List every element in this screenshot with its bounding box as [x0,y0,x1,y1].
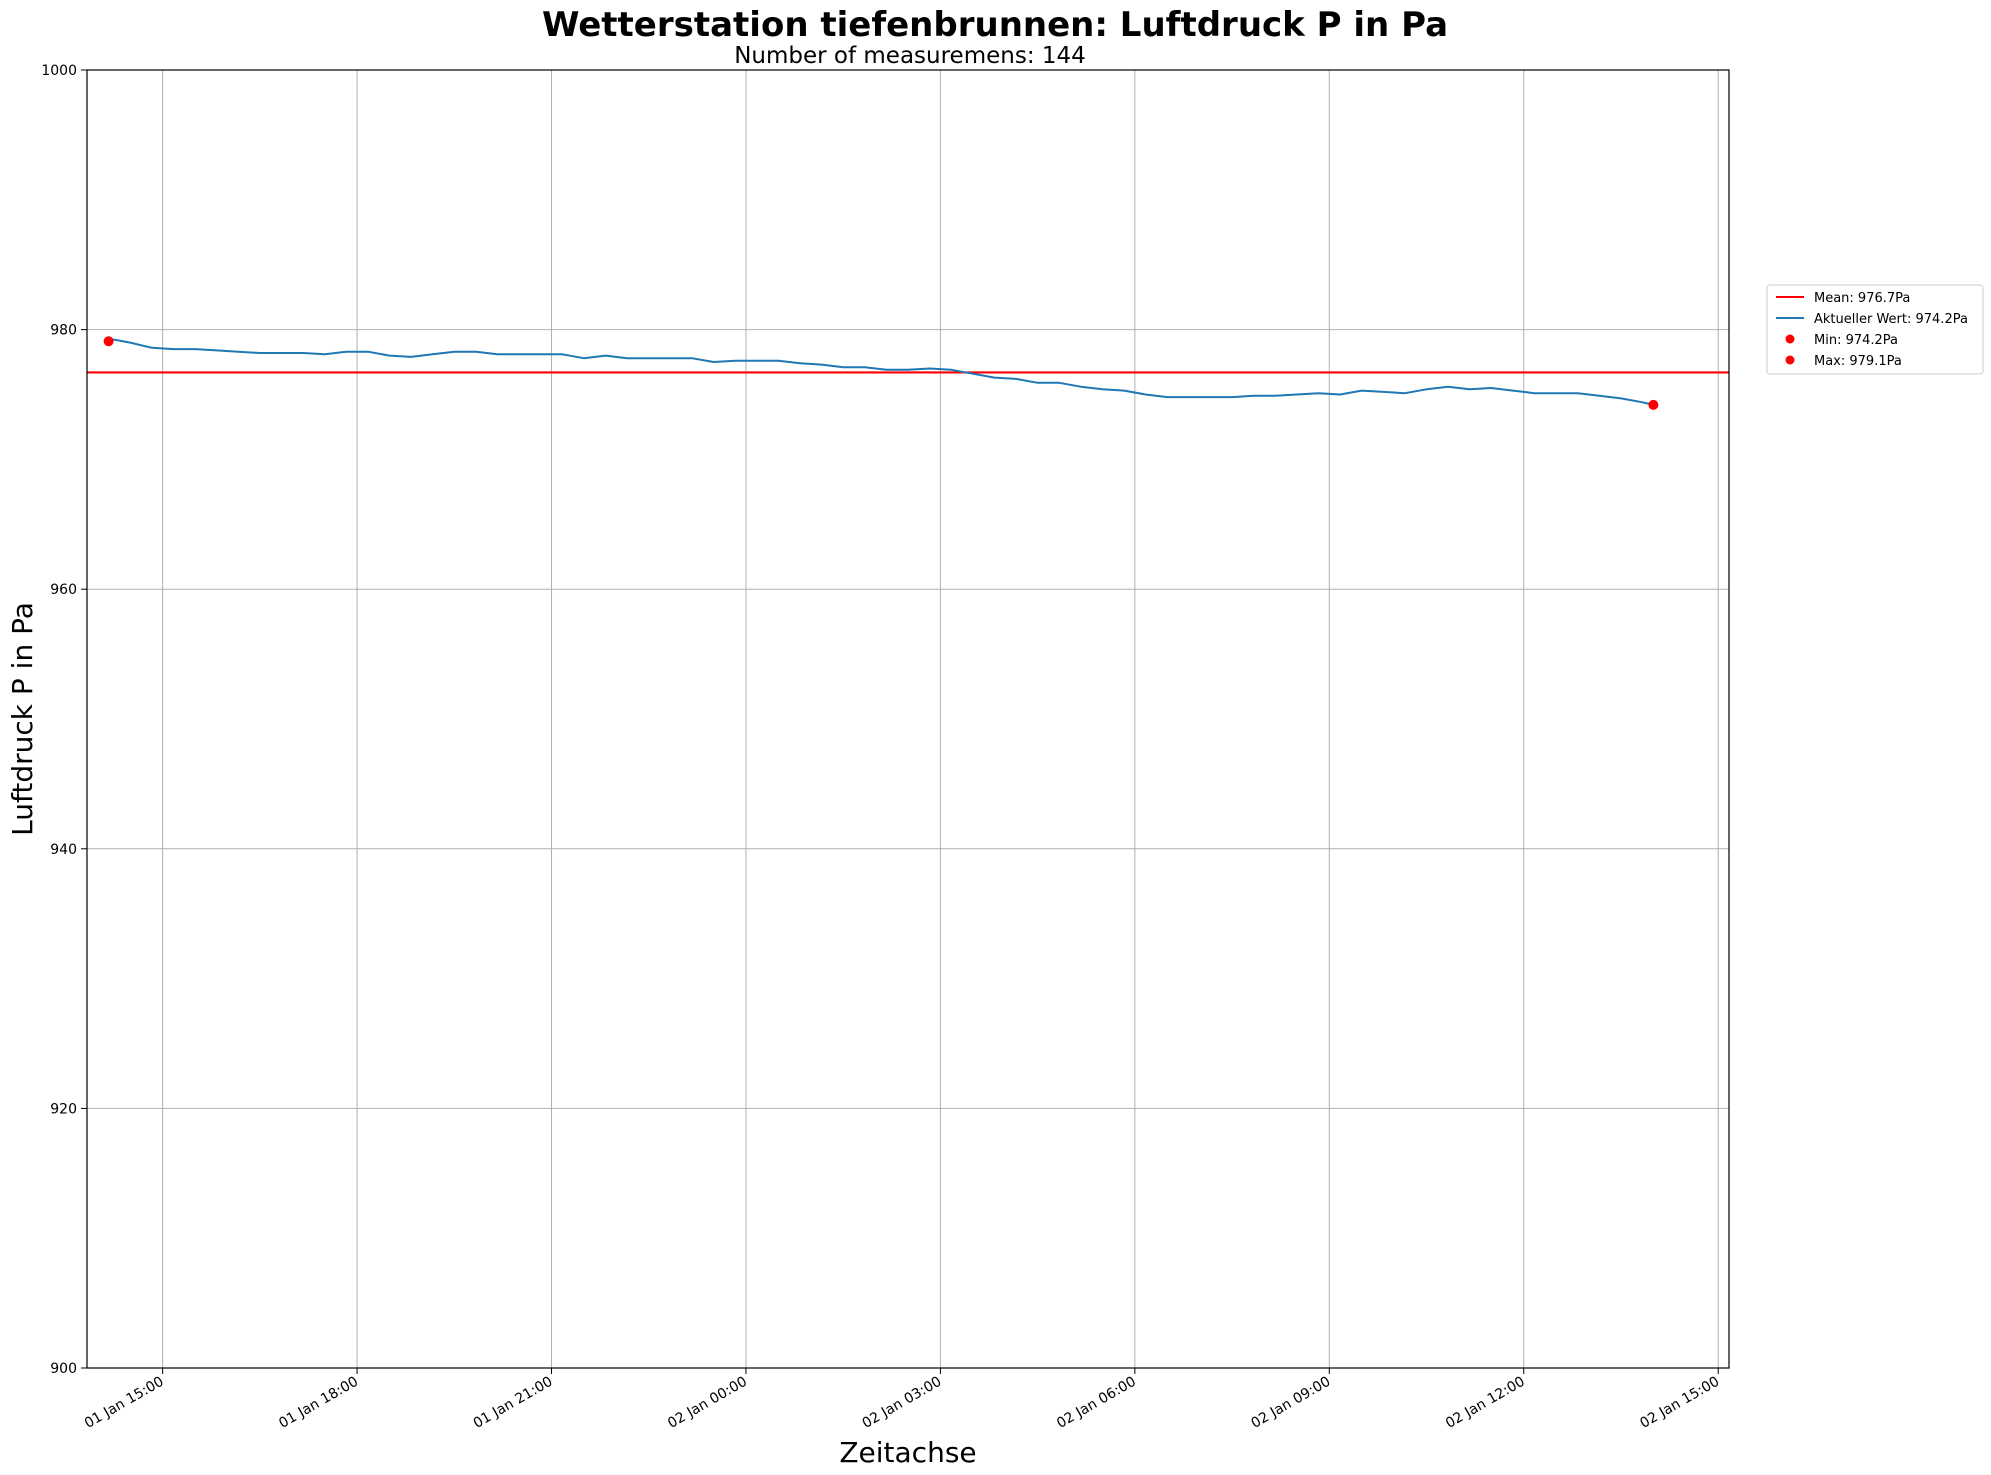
y-tick-label: 960 [50,582,77,598]
y-tick-label: 920 [50,1101,77,1117]
min-point [1648,399,1659,410]
legend-label: Min: 974.2Pa [1814,333,1898,348]
legend-label: Mean: 976.7Pa [1814,291,1910,306]
y-tick-label: 940 [50,842,77,858]
plot-area [87,336,1729,410]
series-line-current-value [108,337,1654,406]
legend-label: Aktueller Wert: 974.2Pa [1814,312,1968,327]
legend-dot-swatch [1785,355,1795,365]
legend: Mean: 976.7Pa Aktueller Wert: 974.2Pa Min:… [1766,284,1984,375]
y-tick-label: 900 [50,1361,77,1377]
plot-frame [86,69,1730,1369]
max-point [103,336,114,347]
legend-box [1766,284,1984,375]
y-tick-label: 1000 [41,63,77,79]
y-axis-label: Luftdruck P in Pa [6,602,39,836]
x-axis-label: Zeitachse [839,1436,976,1469]
chart-title: Wetterstation tiefenbrunnen: Luftdruck P… [542,5,1448,45]
y-tick-label: 980 [50,323,77,339]
legend-dot-swatch [1785,334,1795,344]
legend-label: Max: 979.1Pa [1814,354,1902,369]
chart-subtitle: Number of measuremens: 144 [734,43,1086,69]
